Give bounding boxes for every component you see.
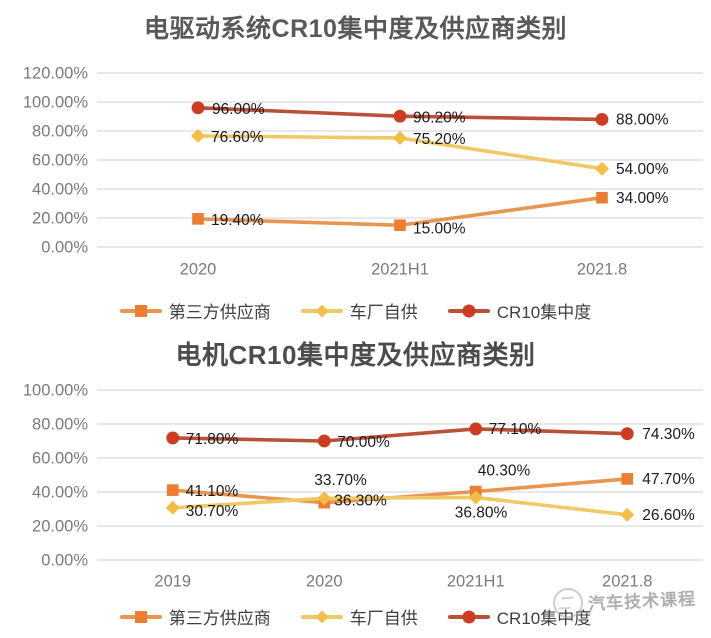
y-axis-tick-label: 20.00%	[32, 517, 88, 535]
y-axis-tick-label: 100.00%	[23, 93, 88, 111]
legend-diamond-icon	[315, 304, 329, 317]
legend-item-cr10-concentration: CR10集中度	[447, 604, 592, 629]
legend-item-third-party-supplier: 第三方供应商	[119, 604, 271, 629]
third-party-supplier-marker-square-icon	[621, 473, 634, 485]
data-label-cr10-concentration: 71.80%	[186, 431, 239, 448]
legend-line-third-party-supplier	[119, 304, 162, 317]
legend-square-icon	[134, 610, 147, 623]
cr10-concentration-marker-circle-icon	[469, 422, 483, 436]
oem-self-supply-marker-diamond-icon	[620, 507, 635, 522]
y-axis-tick-label: 60.00%	[32, 151, 88, 169]
legend-label-cr10-concentration: CR10集中度	[496, 303, 592, 322]
series-line-oem-self-supply	[170, 495, 630, 517]
data-label-cr10-concentration: 90.20%	[413, 109, 466, 126]
third-party-supplier-marker-square-icon	[192, 213, 204, 225]
data-label-third-party-supplier: 34.00%	[616, 190, 669, 207]
x-axis-tick-label: 2021H1	[371, 260, 429, 278]
legend-circle-icon	[462, 304, 476, 317]
data-label-third-party-supplier: 47.70%	[642, 471, 695, 488]
legend-line-third-party-supplier	[119, 610, 162, 623]
data-label-oem-self-supply: 36.30%	[334, 492, 387, 509]
legend-item-oem-self-supply: 车厂自供	[300, 604, 418, 629]
legend-square-icon	[134, 304, 147, 317]
data-label-oem-self-supply: 76.60%	[211, 129, 264, 146]
y-axis-tick-label: 60.00%	[32, 449, 88, 467]
data-label-oem-self-supply: 26.60%	[642, 507, 695, 524]
data-label-oem-self-supply: 75.20%	[413, 131, 466, 148]
legend-line-oem-self-supply	[300, 304, 343, 317]
x-axis-tick-label: 2020	[306, 572, 343, 590]
legend-line-oem-self-supply	[300, 610, 343, 623]
oem-self-supply-marker-diamond-icon	[468, 490, 483, 505]
x-axis-tick-label: 2021.8	[577, 260, 627, 278]
y-axis-tick-label: 80.00%	[32, 122, 88, 140]
oem-self-supply-marker-diamond-icon	[317, 491, 332, 506]
data-label-third-party-supplier: 41.10%	[186, 483, 239, 500]
data-label-cr10-concentration: 96.00%	[212, 101, 265, 118]
x-axis-tick-label: 2019	[154, 572, 191, 590]
cr10-concentration-marker-circle-icon	[620, 427, 634, 441]
cr10-concentration-marker-circle-icon	[595, 113, 609, 126]
data-label-oem-self-supply: 36.80%	[455, 505, 508, 522]
chart-2-title: 电机CR10集中度及供应商类别	[175, 340, 536, 370]
data-label-oem-self-supply: 54.00%	[616, 161, 669, 178]
legend-label-third-party-supplier: 第三方供应商	[168, 303, 271, 322]
oem-self-supply-marker-diamond-icon	[393, 130, 407, 145]
y-axis-tick-label: 40.00%	[32, 180, 88, 198]
oem-self-supply-marker-diamond-icon	[191, 128, 205, 143]
legend-line-cr10-concentration	[447, 610, 490, 623]
legend-item-third-party-supplier: 第三方供应商	[119, 298, 271, 323]
y-axis-tick-label: 100.00%	[23, 381, 88, 399]
cr10-concentration-marker-circle-icon	[166, 431, 180, 445]
y-axis-tick-label: 0.00%	[41, 238, 88, 256]
y-axis-tick-label: 20.00%	[32, 209, 88, 227]
data-label-oem-self-supply: 30.70%	[186, 503, 239, 520]
chart-2-plot-area: 0.00% 20.00% 40.00% 60.00% 80.00% 100.00% 2019…	[23, 381, 703, 590]
legend-label-oem-self-supply: 车厂自供	[349, 303, 418, 322]
legend-line-cr10-concentration	[447, 304, 490, 317]
legend-circle-icon	[462, 610, 476, 623]
data-label-cr10-concentration: 70.00%	[337, 434, 390, 451]
x-axis-tick-label: 2021H1	[447, 572, 505, 590]
y-axis-tick-label: 40.00%	[32, 483, 88, 501]
data-label-third-party-supplier: 19.40%	[211, 212, 264, 229]
x-axis-tick-label: 2020	[180, 260, 217, 278]
legend-label-third-party-supplier: 第三方供应商	[168, 609, 271, 628]
chart-1-legend: 第三方供应商 车厂自供 CR10集中度	[0, 298, 711, 323]
legend-item-cr10-concentration: CR10集中度	[447, 298, 592, 323]
y-axis-tick-label: 0.00%	[41, 551, 88, 569]
oem-self-supply-marker-diamond-icon	[165, 500, 180, 515]
legend-diamond-icon	[315, 610, 329, 623]
y-axis-tick-label: 120.00%	[23, 64, 88, 82]
cr10-concentration-marker-circle-icon	[317, 434, 331, 448]
data-label-third-party-supplier: 33.70%	[314, 472, 367, 489]
oem-self-supply-marker-diamond-icon	[595, 161, 609, 176]
cr10-concentration-marker-circle-icon	[191, 101, 205, 115]
data-label-third-party-supplier: 40.30%	[478, 463, 531, 480]
chart-2-legend: 第三方供应商 车厂自供 CR10集中度	[0, 604, 711, 629]
data-label-cr10-concentration: 74.30%	[642, 426, 695, 443]
data-label-cr10-concentration: 77.10%	[489, 421, 542, 438]
data-label-cr10-concentration: 88.00%	[616, 111, 669, 128]
third-party-supplier-marker-square-icon	[394, 219, 406, 232]
x-axis-tick-label: 2021.8	[602, 572, 652, 590]
cr10-concentration-marker-circle-icon	[393, 109, 407, 123]
y-axis-tick-label: 80.00%	[32, 415, 88, 433]
legend-label-oem-self-supply: 车厂自供	[349, 609, 418, 628]
series-line-cr10-concentration	[170, 427, 630, 443]
legend-label-cr10-concentration: CR10集中度	[496, 609, 592, 628]
data-label-third-party-supplier: 15.00%	[413, 220, 466, 237]
third-party-supplier-marker-square-icon	[166, 484, 179, 496]
chart-1-title: 电驱动系统CR10集中度及供应商类别	[144, 15, 567, 43]
legend-item-oem-self-supply: 车厂自供	[300, 298, 418, 323]
chart-1-plot-area: 0.00% 20.00% 40.00% 60.00% 80.00% 100.00% 120.…	[23, 64, 703, 278]
third-party-supplier-marker-square-icon	[596, 191, 608, 204]
